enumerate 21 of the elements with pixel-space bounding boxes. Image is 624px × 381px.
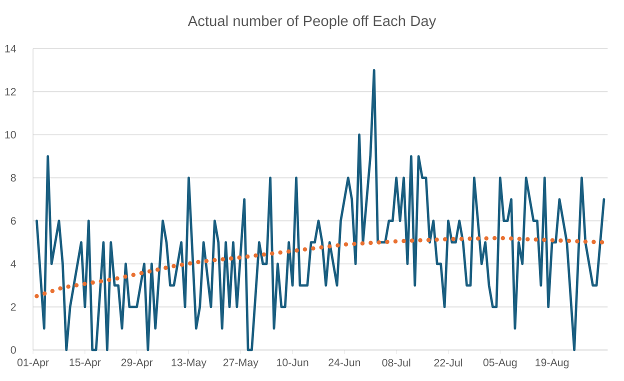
x-tick-label: 22-Jul <box>434 358 462 367</box>
x-tick-label: 24-Jun <box>328 358 360 366</box>
x-tick-label: 08-Jul <box>382 358 410 367</box>
x-tick-label: 01-Apr <box>17 358 49 368</box>
x-tick-label: 29-Apr <box>121 358 153 368</box>
y-tick-label: 0 <box>10 346 16 354</box>
x-tick-label: 10-Jun <box>277 358 308 366</box>
y-tick-label: 8 <box>10 174 16 182</box>
y-tick-label: 6 <box>10 217 16 225</box>
y-tick-label: 14 <box>5 45 16 52</box>
chart-title: Actual number of People off Each Day <box>188 15 436 30</box>
y-tick-label: 10 <box>5 130 16 139</box>
y-tick-label: 4 <box>10 260 16 268</box>
x-tick-label: 13-May <box>172 358 206 368</box>
x-tick-label: 27-May <box>223 358 258 368</box>
line-series <box>36 68 606 352</box>
y-tick-label: 12 <box>5 88 16 96</box>
x-tick-label: 05-Aug <box>483 358 517 368</box>
x-tick-label: 15-Apr <box>70 358 101 368</box>
x-tick-label: 19-Aug <box>536 358 569 368</box>
y-tick-label: 2 <box>10 303 16 311</box>
